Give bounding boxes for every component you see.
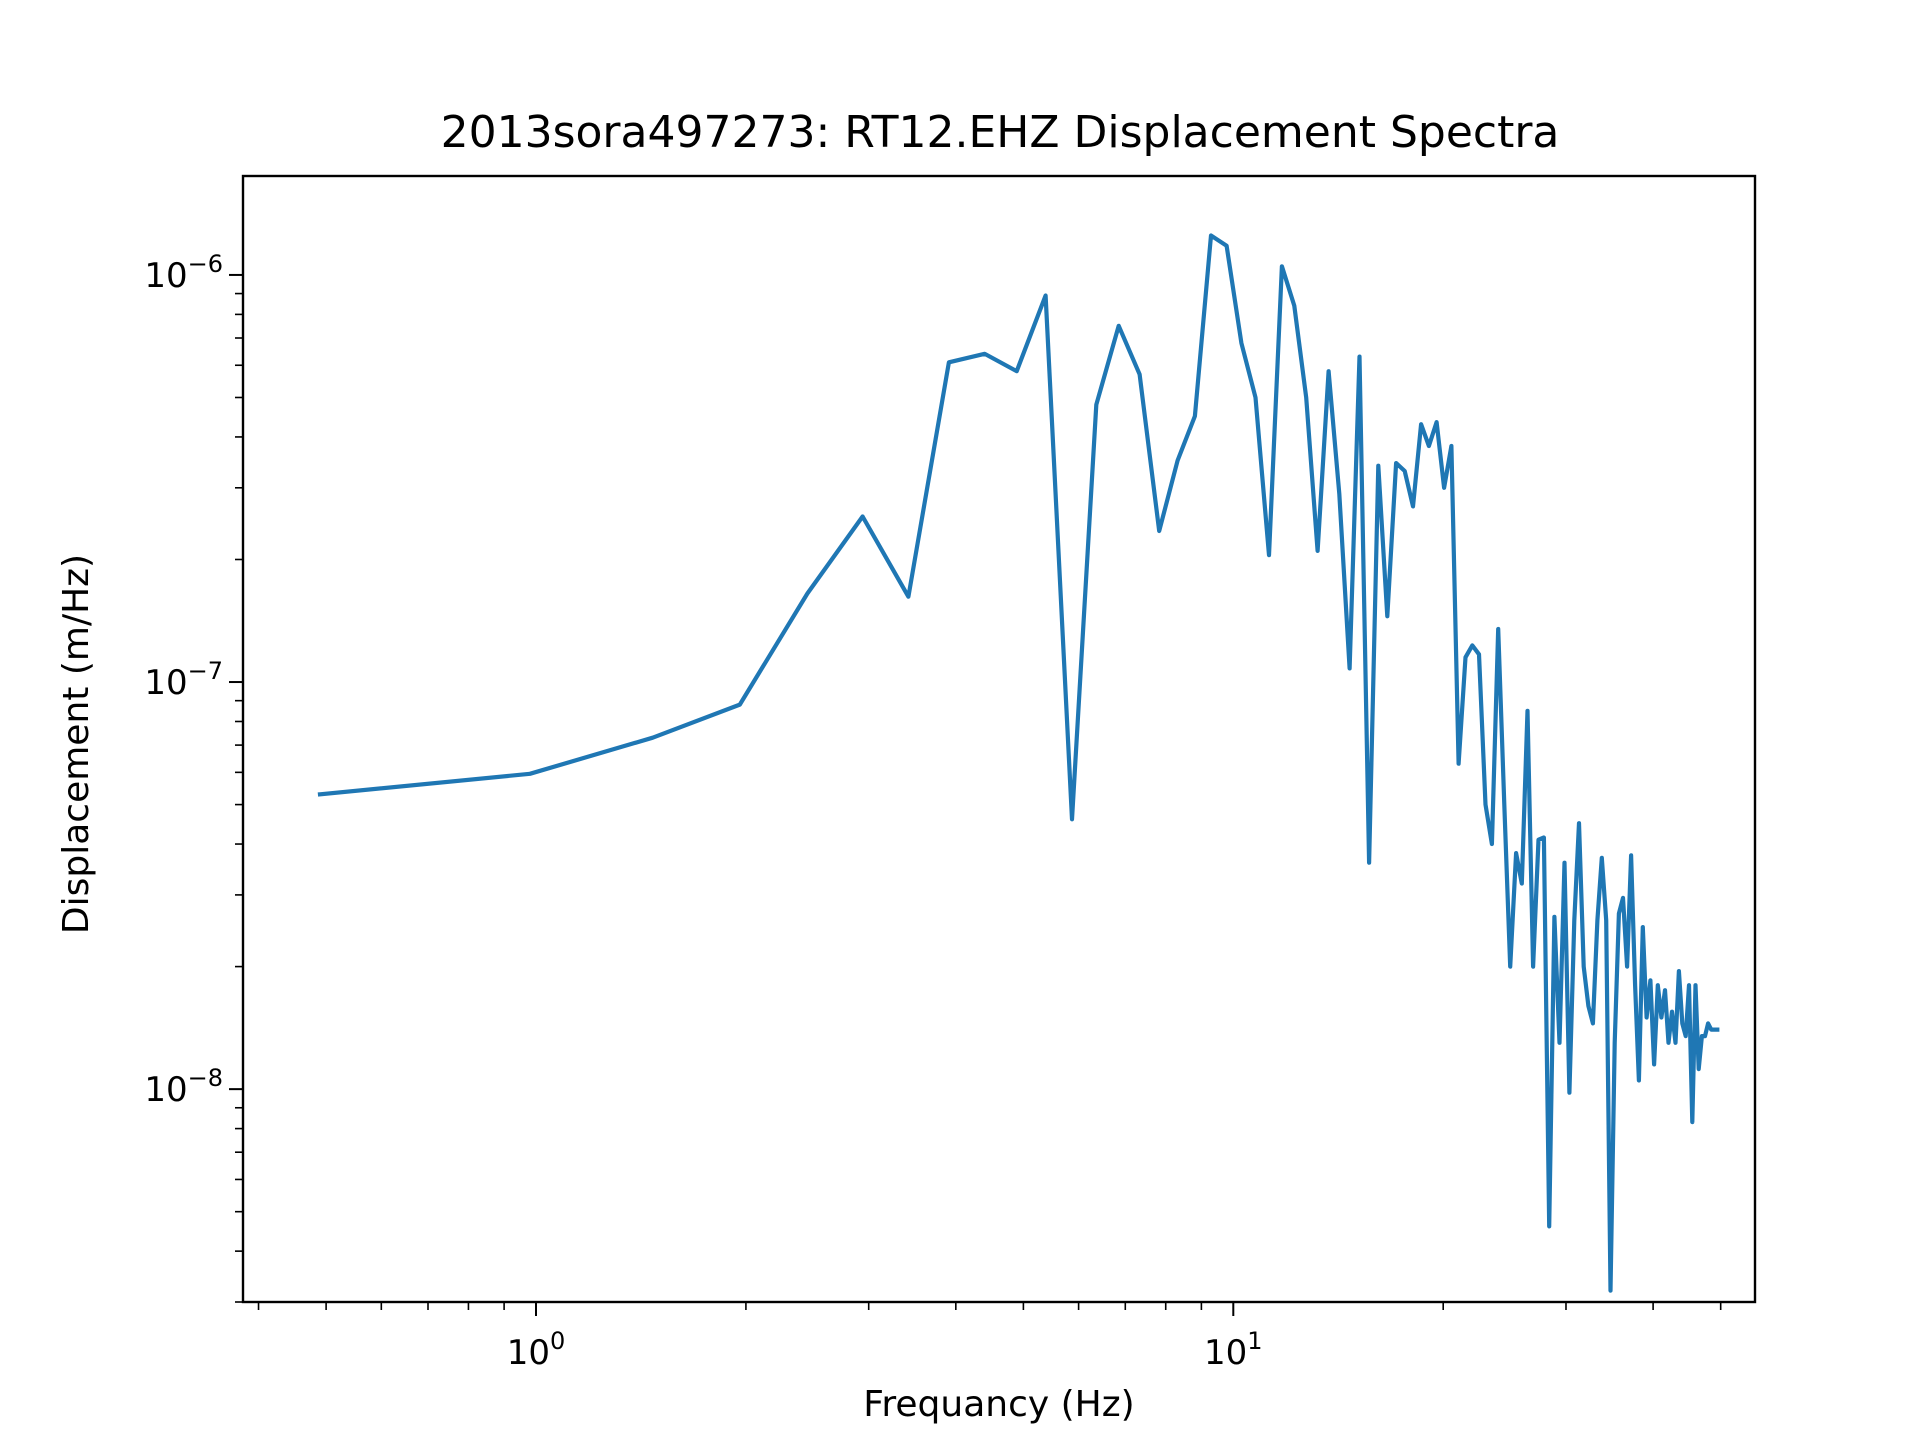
series-line-0 — [317, 233, 1720, 1293]
x-tick-label: 101 — [1204, 1327, 1263, 1373]
x-axis: 100 101 — [257, 1302, 1722, 1373]
y-tick-label: 10−8 — [144, 1064, 223, 1110]
y-axis: 10−6 10−7 10−8 — [144, 250, 243, 1303]
y-tick-label: 10−6 — [144, 250, 223, 296]
y-axis-label: Displacement (m/Hz) — [56, 554, 97, 934]
y-tick-label: 10−7 — [144, 657, 223, 703]
chart-title: 2013sora497273: RT12.EHZ Displacement Sp… — [441, 107, 1560, 158]
plot-area — [317, 233, 1720, 1293]
x-tick-label: 100 — [507, 1327, 566, 1373]
x-axis-label: Frequancy (Hz) — [863, 1384, 1134, 1425]
axes-frame — [241, 174, 1757, 1304]
